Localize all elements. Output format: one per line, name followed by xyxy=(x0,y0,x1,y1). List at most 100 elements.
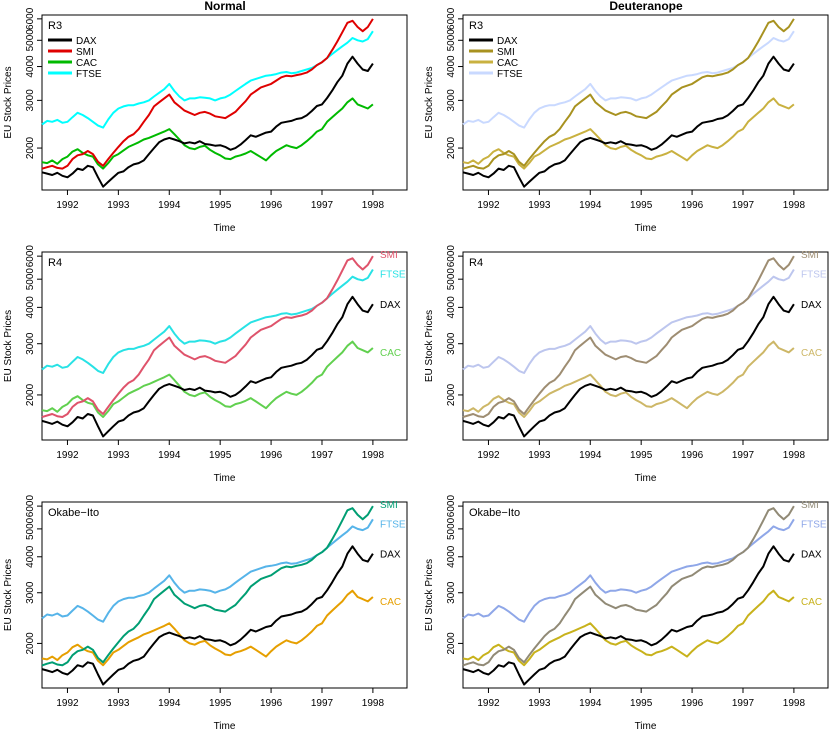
x-tick-label: 1997 xyxy=(311,698,334,709)
x-axis-label: Time xyxy=(214,721,236,731)
x-tick-label: 1996 xyxy=(260,200,283,211)
x-tick-label: 1994 xyxy=(158,200,181,211)
x-tick-label: 1993 xyxy=(107,698,130,709)
y-tick-label: 6000 xyxy=(25,495,36,518)
x-tick-label: 1992 xyxy=(56,200,79,211)
y-axis-label: EU Stock Prices xyxy=(3,310,14,382)
x-tick-label: 1992 xyxy=(477,450,500,461)
x-tick-label: 1998 xyxy=(362,200,385,211)
x-axis-label: Time xyxy=(214,473,236,484)
panel-4: 1992 1993 1994 1995 1996 1997 1998 2000 3000 4000… xyxy=(424,245,829,484)
x-tick-label: 1995 xyxy=(630,450,653,461)
end-label-ftse: FTSE xyxy=(380,269,406,280)
x-tick-label: 1995 xyxy=(209,200,232,211)
x-tick-label: 1995 xyxy=(630,200,653,211)
y-axis-label: EU Stock Prices xyxy=(3,559,14,631)
x-tick-label: 1996 xyxy=(681,200,704,211)
y-tick-label: 6000 xyxy=(25,245,36,268)
end-label-cac: CAC xyxy=(380,348,401,359)
palette-label: Okabe−Ito xyxy=(48,507,99,519)
legend-label-dax: DAX xyxy=(76,36,97,47)
legend-label-smi: SMI xyxy=(76,47,94,58)
end-label-dax: DAX xyxy=(380,300,401,311)
y-tick-label: 4000 xyxy=(446,55,457,78)
y-tick-label: 3000 xyxy=(446,581,457,604)
legend-label-dax: DAX xyxy=(497,36,518,47)
y-tick-label: 5000 xyxy=(25,29,36,52)
series-line-smi xyxy=(41,505,374,667)
end-label-smi: SMI xyxy=(380,250,398,261)
y-tick-label: 6000 xyxy=(25,7,36,30)
y-tick-label: 4000 xyxy=(446,296,457,319)
end-label-cac: CAC xyxy=(801,348,822,359)
x-tick-label: 1993 xyxy=(107,450,130,461)
x-tick-label: 1995 xyxy=(209,450,232,461)
end-label-cac: CAC xyxy=(801,597,822,608)
y-tick-label: 3000 xyxy=(25,581,36,604)
x-tick-label: 1992 xyxy=(477,200,500,211)
x-tick-label: 1993 xyxy=(528,698,551,709)
panel-3: 1992 1993 1994 1995 1996 1997 1998 2000 3000 4000… xyxy=(3,245,408,484)
end-label-smi: SMI xyxy=(801,500,819,511)
y-tick-label: 6000 xyxy=(446,7,457,30)
x-tick-label: 1998 xyxy=(362,450,385,461)
x-tick-label: 1992 xyxy=(56,450,79,461)
series-line-cac xyxy=(41,589,374,667)
series-line-smi xyxy=(41,18,374,170)
y-axis-label: EU Stock Prices xyxy=(3,66,14,138)
y-tick-label: 6000 xyxy=(446,245,457,268)
x-tick-label: 1997 xyxy=(311,200,334,211)
y-tick-label: 2000 xyxy=(446,632,457,655)
y-tick-label: 3000 xyxy=(25,332,36,355)
y-tick-label: 2000 xyxy=(446,383,457,406)
series-line-cac xyxy=(462,97,795,170)
x-tick-label: 1993 xyxy=(528,450,551,461)
x-axis-label: Time xyxy=(635,473,657,484)
x-tick-label: 1998 xyxy=(362,698,385,709)
x-tick-label: 1995 xyxy=(209,698,232,709)
palette-label: R4 xyxy=(469,257,483,269)
legend-label-cac: CAC xyxy=(497,58,518,69)
x-tick-label: 1994 xyxy=(579,450,602,461)
y-tick-label: 5000 xyxy=(446,517,457,540)
x-tick-label: 1997 xyxy=(732,450,755,461)
panel-5: 1992 1993 1994 1995 1996 1997 1998 2000 3000 4000… xyxy=(3,495,408,731)
x-axis-label: Time xyxy=(635,721,657,731)
series-line-dax xyxy=(462,295,795,438)
end-label-dax: DAX xyxy=(801,550,822,561)
y-tick-label: 4000 xyxy=(25,545,36,568)
series-line-cac xyxy=(462,340,795,418)
series-line-dax xyxy=(41,55,374,188)
y-tick-label: 2000 xyxy=(25,136,36,159)
x-tick-label: 1992 xyxy=(477,698,500,709)
x-tick-label: 1997 xyxy=(732,200,755,211)
series-line-smi xyxy=(41,255,374,419)
y-tick-label: 2000 xyxy=(25,383,36,406)
y-tick-label: 2000 xyxy=(446,136,457,159)
y-tick-label: 6000 xyxy=(446,495,457,518)
x-tick-label: 1998 xyxy=(783,698,806,709)
palette-label: R4 xyxy=(48,257,62,269)
end-label-cac: CAC xyxy=(380,597,401,608)
panel-6: 1992 1993 1994 1995 1996 1997 1998 2000 3000 4000… xyxy=(424,495,829,731)
plot-frame xyxy=(462,14,829,191)
plot-frame xyxy=(41,501,408,689)
series-line-smi xyxy=(462,18,795,170)
series-line-smi xyxy=(462,255,795,419)
end-label-smi: SMI xyxy=(801,250,819,261)
plot-frame xyxy=(41,14,408,191)
x-tick-label: 1994 xyxy=(158,698,181,709)
plot-frame xyxy=(462,251,829,441)
y-tick-label: 5000 xyxy=(446,29,457,52)
x-axis-label: Time xyxy=(635,223,657,234)
x-tick-label: 1995 xyxy=(630,698,653,709)
y-tick-label: 4000 xyxy=(446,545,457,568)
column-title-normal: Normal xyxy=(204,0,245,13)
y-tick-label: 3000 xyxy=(446,89,457,112)
x-tick-label: 1992 xyxy=(56,698,79,709)
y-tick-label: 4000 xyxy=(25,296,36,319)
y-axis-label: EU Stock Prices xyxy=(424,310,435,382)
series-line-cac xyxy=(462,589,795,667)
x-tick-label: 1998 xyxy=(783,200,806,211)
